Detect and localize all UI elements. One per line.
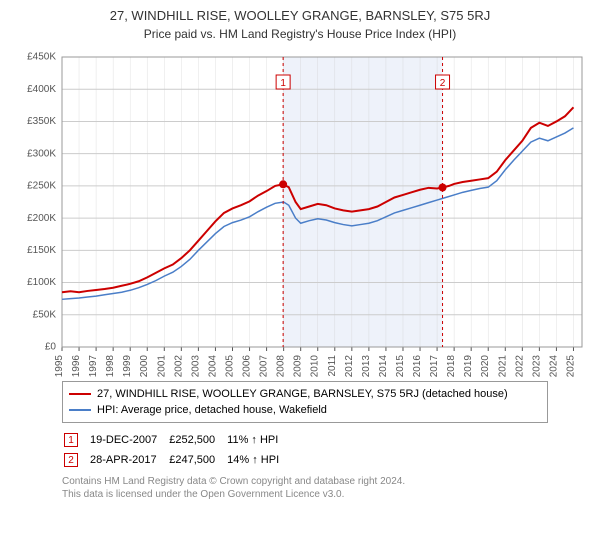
svg-text:£350K: £350K — [27, 116, 56, 127]
svg-text:2009: 2009 — [293, 355, 304, 377]
svg-text:2020: 2020 — [480, 355, 491, 377]
svg-text:2011: 2011 — [327, 355, 338, 377]
svg-text:2003: 2003 — [190, 355, 201, 377]
svg-text:1996: 1996 — [71, 355, 82, 377]
chart-title: 27, WINDHILL RISE, WOOLLEY GRANGE, BARNS… — [12, 8, 588, 23]
chart-subtitle: Price paid vs. HM Land Registry's House … — [12, 27, 588, 41]
marker-row: 1 19-DEC-2007£252,50011% ↑ HPI — [64, 431, 289, 449]
svg-text:2018: 2018 — [446, 355, 457, 377]
svg-text:2004: 2004 — [207, 355, 218, 377]
svg-text:2017: 2017 — [429, 355, 440, 377]
svg-text:2001: 2001 — [156, 355, 167, 377]
marker-price: £247,500 — [169, 451, 225, 469]
svg-text:2015: 2015 — [395, 355, 406, 377]
svg-text:2012: 2012 — [344, 355, 355, 377]
legend-row: HPI: Average price, detached house, Wake… — [69, 402, 541, 418]
marker-id-box: 2 — [64, 453, 78, 467]
line-chart: £0 £50K £100K £150K £200K £250K £300K £350K £400… — [12, 47, 588, 377]
svg-text:2022: 2022 — [514, 355, 525, 377]
svg-text:2005: 2005 — [224, 355, 235, 377]
svg-text:2016: 2016 — [412, 355, 423, 377]
svg-text:£200K: £200K — [27, 213, 56, 224]
svg-text:2008: 2008 — [276, 355, 287, 377]
svg-text:£450K: £450K — [27, 52, 56, 63]
marker-id-box: 1 — [64, 433, 78, 447]
legend-swatch — [69, 393, 91, 395]
svg-text:2002: 2002 — [173, 355, 184, 377]
marker-date: 28-APR-2017 — [90, 451, 167, 469]
svg-text:2000: 2000 — [139, 355, 150, 377]
marker-date: 19-DEC-2007 — [90, 431, 167, 449]
svg-text:2010: 2010 — [310, 355, 321, 377]
svg-text:£100K: £100K — [27, 277, 56, 288]
marker-pct: 14% ↑ HPI — [227, 451, 289, 469]
svg-text:1998: 1998 — [105, 355, 116, 377]
svg-text:£250K: £250K — [27, 181, 56, 192]
svg-text:2006: 2006 — [242, 355, 253, 377]
svg-text:£50K: £50K — [33, 309, 57, 320]
svg-text:£300K: £300K — [27, 148, 56, 159]
marker-row: 2 28-APR-2017£247,50014% ↑ HPI — [64, 451, 289, 469]
svg-text:2: 2 — [440, 78, 446, 89]
svg-text:2019: 2019 — [463, 355, 474, 377]
legend-label: 27, WINDHILL RISE, WOOLLEY GRANGE, BARNS… — [97, 388, 508, 400]
svg-text:1997: 1997 — [88, 355, 99, 377]
svg-text:2013: 2013 — [361, 355, 372, 377]
legend-row: 27, WINDHILL RISE, WOOLLEY GRANGE, BARNS… — [69, 386, 541, 402]
footer: Contains HM Land Registry data © Crown c… — [62, 475, 588, 501]
svg-text:2024: 2024 — [548, 355, 559, 377]
svg-text:2014: 2014 — [378, 355, 389, 377]
svg-text:2023: 2023 — [531, 355, 542, 377]
footer-line-2: This data is licensed under the Open Gov… — [62, 488, 588, 501]
svg-text:2025: 2025 — [565, 355, 576, 377]
svg-text:£400K: £400K — [27, 84, 56, 95]
svg-text:1999: 1999 — [122, 355, 133, 377]
chart-area: £0 £50K £100K £150K £200K £250K £300K £350K £400… — [12, 47, 588, 377]
footer-line-1: Contains HM Land Registry data © Crown c… — [62, 475, 588, 488]
marker-price: £252,500 — [169, 431, 225, 449]
legend-swatch — [69, 409, 91, 411]
svg-text:1995: 1995 — [54, 355, 65, 377]
marker-table: 1 19-DEC-2007£252,50011% ↑ HPI 2 28-APR-201… — [62, 429, 291, 471]
legend-label: HPI: Average price, detached house, Wake… — [97, 404, 327, 416]
svg-text:2021: 2021 — [497, 355, 508, 377]
svg-text:£0: £0 — [45, 342, 57, 353]
svg-text:£150K: £150K — [27, 245, 56, 256]
legend: 27, WINDHILL RISE, WOOLLEY GRANGE, BARNS… — [62, 381, 548, 423]
svg-text:2007: 2007 — [259, 355, 270, 377]
marker-pct: 11% ↑ HPI — [227, 431, 289, 449]
svg-text:1: 1 — [280, 78, 286, 89]
